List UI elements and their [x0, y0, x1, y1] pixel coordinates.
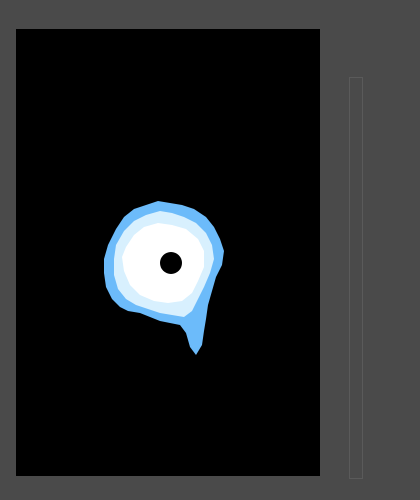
land-alaska	[16, 153, 92, 281]
polar-stereographic-map	[16, 29, 320, 476]
land-russia	[16, 29, 320, 229]
land-chukotka	[16, 29, 100, 111]
land-british-isles	[262, 403, 282, 433]
land-novaya-zemlya	[268, 239, 290, 281]
land-baffin	[122, 323, 156, 393]
concentration-colorbar	[349, 77, 363, 479]
hudson-bay	[50, 395, 78, 427]
sea-ice-map	[16, 29, 320, 476]
median-edge-legend	[185, 460, 198, 472]
land-canada	[16, 283, 154, 476]
median-edge-swatch	[185, 462, 193, 470]
land-kamchatka	[112, 29, 128, 57]
land-svalbard	[228, 271, 262, 299]
pole-hole	[160, 252, 182, 274]
land-aleutians	[16, 275, 60, 305]
land-europe	[266, 279, 320, 389]
land-iceland	[220, 381, 238, 395]
